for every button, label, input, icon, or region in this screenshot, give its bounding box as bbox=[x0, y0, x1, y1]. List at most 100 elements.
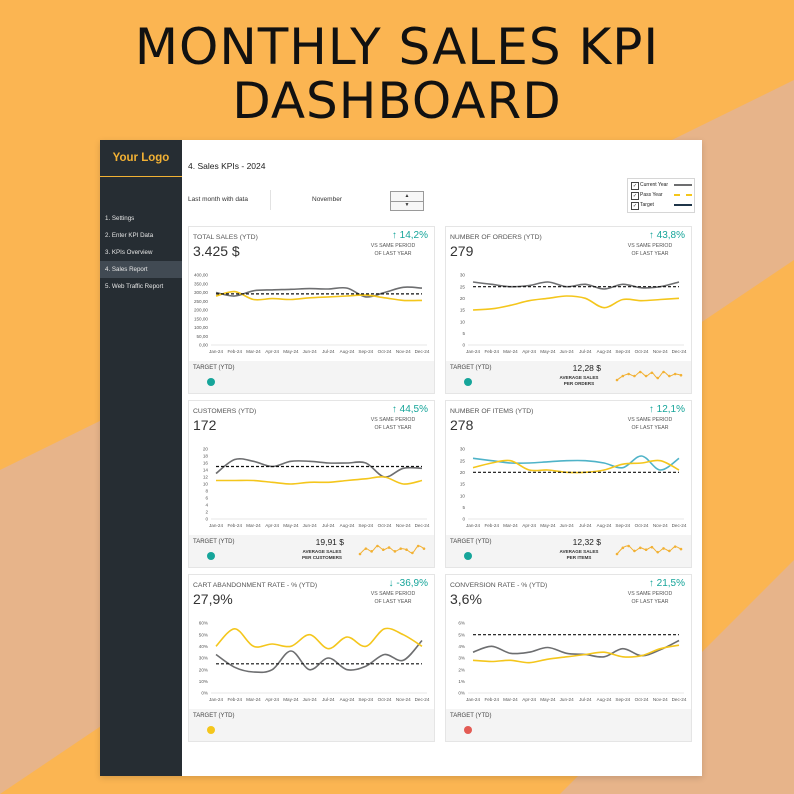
headline-line-1: MONTHLY SALES KPI bbox=[134, 18, 660, 76]
legend-item[interactable]: ✓ Pass Year bbox=[631, 190, 693, 200]
kpi-card: CUSTOMERS (YTD) 172 ↑ 44,5% VS SAME PERIOD O… bbox=[188, 400, 435, 568]
y-tick-label: 0% bbox=[201, 691, 208, 696]
sparkline-point bbox=[638, 370, 642, 374]
y-tick-label: 25 bbox=[460, 284, 466, 289]
kpi-card: NUMBER OF ORDERS (YTD) 279 ↑ 43,8% VS SAME … bbox=[445, 226, 692, 394]
kpi-comparison: VS SAME PERIOD OF LAST YEAR bbox=[358, 417, 428, 432]
sparkline-point bbox=[358, 552, 362, 556]
x-tick-label: May-24 bbox=[283, 697, 299, 702]
x-tick-label: May-24 bbox=[283, 523, 299, 528]
average-label-line: AVERAGE SALES bbox=[559, 549, 599, 554]
kpi-change-value: 14,2% bbox=[399, 230, 428, 241]
sparkline-point bbox=[668, 374, 671, 378]
y-tick-label: 0 bbox=[462, 517, 465, 522]
y-tick-label: 0 bbox=[205, 517, 208, 522]
kpi-footer: TARGET (YTD) 12,28 $ AVERAGE SALES PER ORDE… bbox=[446, 361, 691, 393]
x-tick-label: Jul-24 bbox=[579, 523, 592, 528]
x-tick-label: Dec-24 bbox=[672, 349, 687, 354]
line-chart: 0% 10% 20% 30% 40% 50% 60% Jan-24 Feb-24 Mar-24 Ap… bbox=[199, 621, 430, 702]
legend-item[interactable]: ✓ Target bbox=[631, 200, 693, 210]
sparkline-point bbox=[644, 548, 648, 551]
kpi-comparison: VS SAME PERIOD OF LAST YEAR bbox=[358, 243, 428, 258]
status-dot bbox=[464, 726, 472, 734]
x-tick-label: May-24 bbox=[540, 697, 556, 702]
y-tick-label: 12 bbox=[203, 475, 209, 480]
kpi-card: TOTAL SALES (YTD) 3.425 $ ↑ 14,2% VS SAME P… bbox=[188, 226, 435, 394]
comparison-line: VS SAME PERIOD bbox=[627, 417, 673, 423]
x-tick-label: May-24 bbox=[540, 523, 556, 528]
y-tick-label: 15 bbox=[460, 482, 466, 487]
sparkline-point bbox=[656, 376, 660, 380]
arrow-icon: ↑ bbox=[391, 230, 397, 241]
checkbox-icon[interactable]: ✓ bbox=[631, 182, 639, 190]
x-tick-label: Oct-24 bbox=[378, 349, 392, 354]
x-tick-label: Jul-24 bbox=[579, 697, 592, 702]
y-tick-label: 2 bbox=[205, 510, 208, 515]
x-tick-label: Jul-24 bbox=[322, 697, 335, 702]
data-series-line bbox=[215, 627, 423, 650]
line-chart: 0,00 50,00 100,00 150,00 200,00 250,00 300,00 3… bbox=[194, 273, 430, 354]
sidebar-nav-item[interactable]: 2. Enter KPI Data bbox=[105, 232, 154, 239]
kpi-value: 279 bbox=[450, 243, 474, 259]
kpi-change: ↑ 43,8% bbox=[649, 230, 685, 241]
kpi-change: ↑ 21,5% bbox=[649, 578, 685, 589]
month-spinner[interactable]: ▲ ▼ bbox=[390, 191, 424, 211]
comparison-line: VS SAME PERIOD bbox=[370, 591, 416, 597]
checkbox-icon[interactable]: ✓ bbox=[631, 202, 639, 210]
sparkline-point bbox=[627, 544, 630, 548]
sidebar-nav-item[interactable]: 4. Sales Report bbox=[100, 261, 182, 278]
x-tick-label: Aug-24 bbox=[597, 697, 612, 702]
kpi-card: NUMBER OF ITEMS (YTD) 278 ↑ 12,1% VS SAME P… bbox=[445, 400, 692, 568]
sparkline-point bbox=[633, 549, 636, 553]
sidebar-nav: 1. Settings 2. Enter KPI Data 3. KPIs Over… bbox=[100, 210, 182, 295]
target-label: TARGET (YTD) bbox=[193, 365, 235, 371]
x-tick-label: Jun-24 bbox=[560, 697, 574, 702]
kpi-change: ↑ 12,1% bbox=[649, 404, 685, 415]
x-tick-label: Mar-24 bbox=[503, 697, 518, 702]
checkbox-icon[interactable]: ✓ bbox=[631, 192, 639, 200]
kpi-comparison: VS SAME PERIOD OF LAST YEAR bbox=[358, 591, 428, 606]
average-label-line: PER ORDERS bbox=[563, 381, 595, 386]
data-series-line bbox=[215, 290, 423, 302]
sparkline-point bbox=[662, 370, 665, 374]
x-tick-label: Sep-24 bbox=[615, 349, 630, 354]
sparkline bbox=[615, 370, 683, 382]
x-tick-label: Feb-24 bbox=[484, 349, 499, 354]
x-tick-label: Dec-24 bbox=[415, 349, 430, 354]
legend-line bbox=[674, 184, 692, 186]
y-tick-label: 20 bbox=[460, 470, 466, 475]
x-tick-label: Aug-24 bbox=[340, 697, 355, 702]
y-tick-label: 10 bbox=[460, 319, 466, 324]
kpi-change-value: 43,8% bbox=[656, 230, 685, 241]
x-tick-label: Aug-24 bbox=[340, 349, 355, 354]
legend-item[interactable]: ✓ Current Year bbox=[631, 180, 693, 190]
sidebar-nav-item[interactable]: 3. KPIs Overview bbox=[105, 249, 153, 256]
month-value: November bbox=[312, 196, 342, 203]
kpi-change-value: 44,5% bbox=[399, 404, 428, 415]
average-label-line: AVERAGE SALES bbox=[302, 549, 342, 554]
kpi-value: 27,9% bbox=[193, 591, 233, 607]
y-tick-label: 15 bbox=[460, 308, 466, 313]
spinner-up-button[interactable]: ▲ bbox=[391, 192, 423, 202]
sparkline-point bbox=[627, 372, 630, 376]
x-tick-label: Jul-24 bbox=[322, 349, 335, 354]
comparison-line: OF LAST YEAR bbox=[631, 250, 669, 257]
kpi-footer: TARGET (YTD) bbox=[189, 709, 434, 741]
x-tick-label: Mar-24 bbox=[246, 523, 261, 528]
x-tick-label: Mar-24 bbox=[503, 349, 518, 354]
x-tick-label: Jan-24 bbox=[466, 523, 480, 528]
x-tick-label: Jun-24 bbox=[560, 523, 574, 528]
sidebar-nav-item[interactable]: 5. Web Traffic Report bbox=[105, 283, 164, 290]
x-tick-label: Sep-24 bbox=[358, 349, 373, 354]
sidebar-nav-item[interactable]: 1. Settings bbox=[105, 215, 135, 222]
y-tick-label: 18 bbox=[203, 454, 209, 459]
spinner-down-button[interactable]: ▼ bbox=[404, 202, 410, 208]
x-tick-label: Apr-24 bbox=[265, 349, 279, 354]
x-tick-label: Dec-24 bbox=[672, 697, 687, 702]
average-label: AVERAGE SALES PER ITEMS bbox=[547, 549, 611, 561]
sparkline-point bbox=[416, 544, 420, 548]
kpi-change-value: -36,9% bbox=[396, 578, 428, 589]
x-tick-label: Jun-24 bbox=[303, 523, 317, 528]
y-tick-label: 150,00 bbox=[194, 316, 208, 321]
sparkline-point bbox=[376, 544, 379, 548]
